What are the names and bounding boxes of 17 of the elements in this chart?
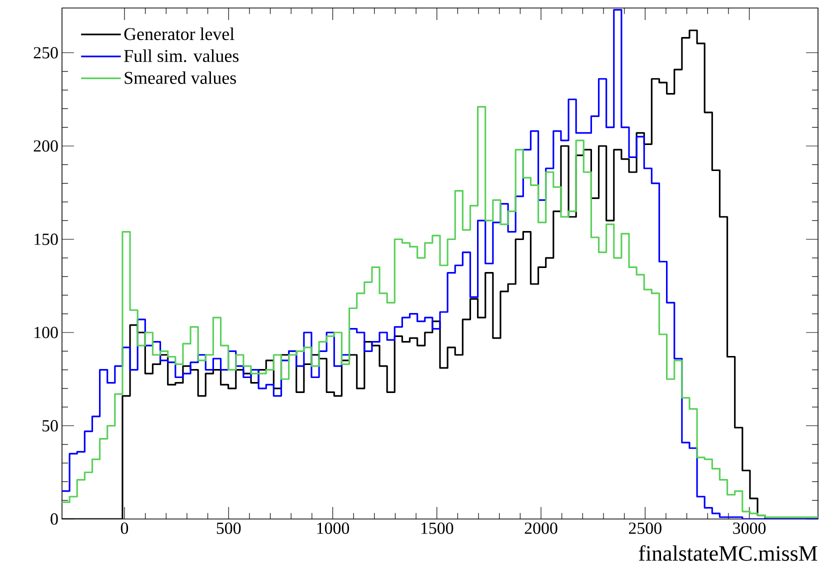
x-tick-label: 2500 [628,522,662,534]
y-tick-label: 100 [34,326,58,338]
x-tick-label: 1500 [421,522,454,534]
y-tick-label: 0 [50,513,58,525]
y-tick-label: 50 [42,420,58,432]
legend-label: Smeared values [124,71,236,84]
legend-label: Generator level [124,28,234,40]
legend-label: Full sim. values [124,49,239,62]
x-tick-label: 3000 [733,522,766,534]
y-tick-label: 150 [34,234,58,245]
x-tick-label: 0 [120,522,128,534]
x-tick-label: 500 [216,522,241,534]
x-axis-title: finalstateMC.missM [638,545,818,561]
y-tick-label: 200 [34,140,58,152]
y-tick-label: 250 [34,47,58,58]
x-tick-label: 2000 [524,522,558,534]
x-tick-label: 1000 [317,522,350,534]
